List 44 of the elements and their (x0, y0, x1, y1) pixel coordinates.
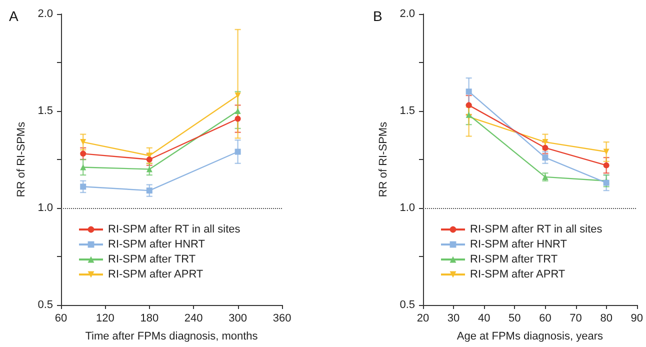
point (80, 164, 86, 170)
x-tick-label: 180 (140, 312, 159, 324)
x-tick-label: 360 (272, 312, 292, 324)
x-tick-label: 40 (478, 312, 490, 324)
legend-label: RI-SPM after RT in all sites (470, 224, 603, 236)
y-axis-title: RR of RI-SPMs (15, 121, 28, 198)
legend-label: RI-SPM after RT in all sites (108, 224, 241, 236)
y-tick-label: 0.5 (400, 299, 415, 311)
point (80, 139, 86, 146)
legend-label: RI-SPM after APRT (470, 268, 566, 280)
y-tick-label: 1.5 (400, 105, 415, 117)
y-tick-label: 0.5 (38, 299, 53, 311)
x-tick-label: 300 (228, 312, 247, 324)
point (234, 108, 241, 114)
y-tick-label: 1.0 (38, 202, 53, 214)
point (603, 148, 610, 155)
x-axis-title: Time after FPMs diagnosis, months (85, 330, 258, 342)
x-tick-label: 240 (184, 312, 203, 324)
y-tick-label: 2.0 (400, 8, 415, 20)
y-axis-title: RR of RI-SPMs (377, 121, 390, 198)
y-tick-label: 1.5 (38, 105, 53, 117)
x-tick-label: 30 (447, 312, 460, 324)
x-tick-label: 70 (570, 312, 582, 324)
x-tick-label: 120 (96, 312, 114, 324)
legend-label: RI-SPM after APRT (108, 268, 204, 280)
chart-title: B (373, 8, 382, 24)
legend-label: RI-SPM after TRT (108, 254, 196, 266)
point (234, 116, 241, 122)
point (146, 188, 152, 194)
x-tick-label: 60 (54, 312, 68, 324)
chart-title: A (9, 8, 19, 24)
y-tick-label: 1.0 (400, 202, 415, 214)
point (234, 148, 241, 155)
legend-label: RI-SPM after HNRT (108, 238, 206, 250)
legend-label: RI-SPM after HNRT (470, 238, 568, 250)
x-axis-title: Age at FPMs diagnosis, years (456, 330, 604, 342)
x-tick-label: 90 (630, 312, 644, 324)
x-tick-label: 60 (539, 312, 552, 324)
point (80, 184, 86, 190)
x-tick-label: 50 (508, 312, 521, 324)
x-tick-label: 80 (600, 312, 612, 324)
x-tick-label: 20 (416, 312, 430, 324)
y-tick-label: 2.0 (38, 8, 53, 20)
legend-label: RI-SPM after TRT (470, 254, 558, 266)
